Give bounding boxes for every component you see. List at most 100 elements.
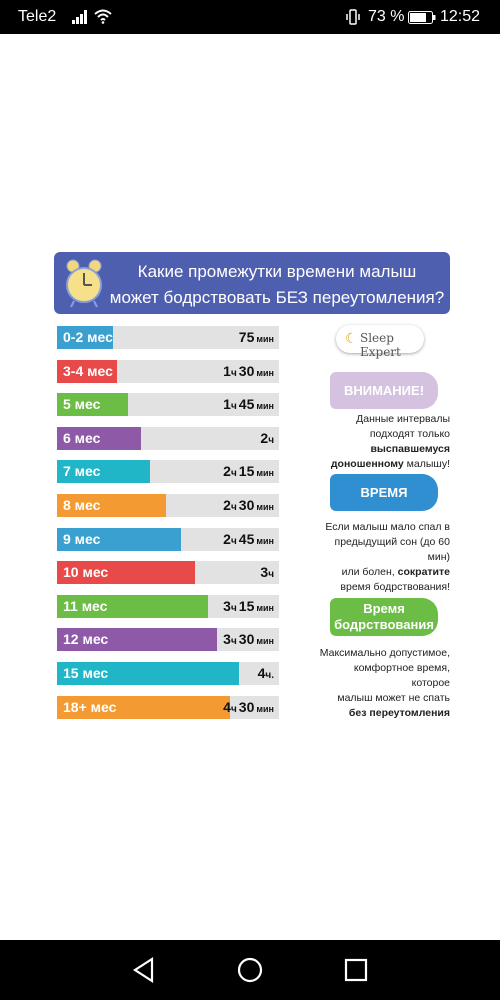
wake-window-row: 10 мес 3ч [57, 561, 279, 585]
moon-icon: ☾ [345, 330, 358, 346]
duration-label: 2ч 30 мин [223, 497, 274, 513]
age-label: 9 мес [63, 530, 101, 547]
carrier-label: Tele2 [18, 8, 57, 25]
duration-minutes: 30 [238, 497, 255, 513]
duration-minutes: 45 [238, 396, 255, 413]
age-label: 10 мес [63, 564, 109, 581]
infographic-header: Какие промежутки времени малыш может бод… [54, 252, 450, 314]
note-bold: без переутомления [348, 707, 450, 719]
awake-label-1: Время [363, 601, 405, 616]
duration-minutes: 30 [238, 631, 255, 648]
signal-icon [72, 10, 87, 24]
hour-unit: ч [230, 401, 237, 413]
wake-window-row: 18+ мес 4ч 30 мин [57, 695, 279, 719]
hour-unit: ч [230, 468, 237, 480]
wake-window-row: 9 мес 2ч 45 мин [57, 527, 279, 551]
minute-unit: мин [256, 602, 274, 613]
wake-window-row: 6 мес 2ч [57, 426, 279, 450]
awake-label-2: бодрствования [334, 617, 434, 632]
wake-window-bar [57, 561, 195, 585]
note-line: Данные интервалы [356, 413, 450, 425]
wake-window-row: 11 мес 3ч 15 мин [57, 594, 279, 618]
duration-hours: 2 [223, 463, 231, 480]
duration-hours: 3 [223, 631, 231, 648]
awake-note: Максимально допустимое, комфортное время… [314, 646, 450, 721]
home-icon[interactable] [236, 956, 264, 984]
wake-window-bar [57, 426, 142, 450]
logo-text: Sleep Expert [360, 331, 401, 359]
wake-window-row: 0-2 мес 75 мин [57, 326, 279, 349]
battery-percent: 73 % [368, 8, 405, 25]
hour-unit: ч [230, 602, 237, 614]
note-line: малышу! [406, 458, 450, 470]
clock-time: 12:52 [440, 8, 481, 25]
age-label: 7 мес [63, 463, 101, 480]
minute-unit: мин [256, 468, 274, 479]
duration-label: 3ч 30 мин [223, 631, 274, 647]
hour-unit: ч [268, 569, 274, 581]
attention-label: ВНИМАНИЕ! [343, 383, 425, 398]
age-label: 15 мес [63, 665, 109, 681]
note-line: подходят только [369, 428, 450, 440]
duration-label: 1ч 45 мин [223, 396, 274, 412]
age-label: 18+ мес [63, 698, 117, 715]
duration-hours: 2 [223, 497, 231, 513]
hour-unit: ч [230, 636, 237, 648]
wake-window-bar [57, 326, 113, 349]
note-line: или болен, [341, 566, 395, 578]
note-line: комфортное время, которое [353, 662, 450, 689]
duration-label: 2ч 45 мин [223, 531, 274, 547]
age-label: 6 мес [63, 429, 101, 446]
title-line-1: Какие промежутки времени малыш [137, 262, 417, 281]
time-label: ВРЕМЯ [360, 485, 408, 500]
wake-window-bar [57, 662, 240, 685]
back-icon[interactable] [130, 956, 158, 984]
duration-minutes: 75 [238, 329, 255, 345]
age-label: 12 мес [63, 631, 109, 648]
age-label: 3-4 мес [63, 362, 113, 379]
status-bar: Tele2 73 % 12:52 [0, 0, 500, 34]
minute-unit: мин [256, 367, 274, 378]
duration-hours: 3 [223, 597, 231, 614]
hour-unit: ч [230, 367, 237, 379]
sleep-expert-logo: ☾ Sleep Expert [336, 325, 424, 359]
wake-window-row: 5 мес 1ч 45 мин [57, 393, 279, 417]
duration-minutes: 15 [238, 463, 255, 480]
duration-minutes: 30 [238, 698, 255, 715]
duration-label: 3ч [260, 564, 274, 580]
duration-hours: 4 [257, 665, 266, 681]
duration-hours: 1 [223, 396, 231, 413]
time-badge: ВРЕМЯ [330, 474, 438, 511]
wake-window-row: 12 мес 3ч 30 мин [57, 628, 279, 652]
note-bold: доношенному [330, 458, 404, 470]
hour-unit: ч [230, 703, 237, 715]
time-note: Если малыш мало спал в предыдущий сон (д… [314, 520, 450, 595]
wake-window-row: 8 мес 2ч 30 мин [57, 494, 279, 517]
duration-label: 4ч 30 мин [223, 699, 274, 715]
duration-label: 2ч 15 мин [223, 463, 274, 479]
wake-window-bar [57, 494, 166, 517]
wake-window-row: 3-4 мес 1ч 30 мин [57, 359, 279, 383]
wake-window-bar [57, 359, 117, 383]
recent-apps-icon[interactable] [342, 956, 370, 984]
duration-hours: 3 [260, 564, 269, 581]
hour-unit: ч [230, 502, 237, 513]
wake-window-bar [57, 460, 151, 484]
navigation-bar [0, 940, 500, 1000]
note-line: Максимально допустимое, [319, 647, 450, 659]
duration-label: 2ч [260, 430, 274, 446]
attention-badge: ВНИМАНИЕ! [330, 372, 438, 409]
duration-minutes: 15 [238, 597, 255, 614]
wifi-icon [94, 9, 112, 24]
duration-hours: 4 [223, 698, 231, 715]
wake-window-row: 15 мес 4ч. [57, 662, 279, 685]
minute-unit: мин [256, 535, 274, 546]
minute-unit: мин [256, 334, 274, 344]
duration-hours: 1 [223, 362, 231, 379]
wake-window-bar [57, 628, 217, 652]
note-bold: выспавшемуся [370, 443, 450, 455]
minute-unit: мин [256, 502, 274, 512]
title-line-2: может бодрствовать БЕЗ переутомления? [109, 288, 445, 307]
wake-window-bar [57, 594, 208, 618]
hour-unit: ч [268, 434, 274, 446]
